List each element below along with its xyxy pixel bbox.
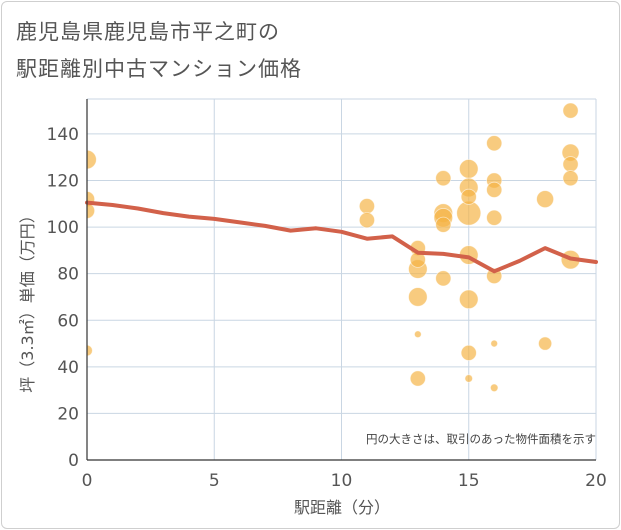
bubble-point xyxy=(486,181,503,198)
bubble-point xyxy=(486,267,503,285)
chart-title-line2: 駅距離別中古マンション価格 xyxy=(16,57,302,81)
bubble-point xyxy=(460,188,477,205)
y-tick-label: 120 xyxy=(47,172,79,192)
grid xyxy=(87,98,597,460)
y-tick-label: 0 xyxy=(68,451,79,471)
bubble-point xyxy=(409,370,426,387)
chart-title-line1: 鹿児島県鹿児島市平之町の xyxy=(16,20,280,44)
y-tick-label: 40 xyxy=(57,358,79,378)
bubble-point xyxy=(562,102,579,119)
y-tick-label: 20 xyxy=(57,404,79,424)
size-legend-note: 円の大きさは、取引のあった物件面積を示す xyxy=(366,432,596,446)
bubble-point xyxy=(358,198,375,215)
x-tick-label: 20 xyxy=(585,471,607,491)
y-tick-label: 140 xyxy=(47,125,79,145)
x-tick-label: 15 xyxy=(458,471,480,491)
bubble-point xyxy=(87,344,93,357)
x-tick-label: 0 xyxy=(82,471,93,491)
y-tick-label: 60 xyxy=(57,311,79,331)
bubble-point xyxy=(458,289,479,310)
bubble-point xyxy=(562,170,579,187)
bubble-point xyxy=(460,344,477,361)
axes: 0 5 10 15 20 0 20 40 60 80 100 120 140 xyxy=(47,99,607,491)
y-axis-title: 坪（3.3㎡）単価（万円） xyxy=(18,207,37,392)
y-tick-label: 80 xyxy=(57,265,79,285)
bubble-point xyxy=(458,159,479,179)
y-tick-label: 100 xyxy=(47,218,79,238)
bubble-point xyxy=(486,135,503,152)
bubble-point xyxy=(464,374,473,383)
bubble-series xyxy=(87,102,581,393)
x-axis-title: 駅距離（分） xyxy=(294,498,390,517)
bubble-point xyxy=(414,330,422,339)
bubble-point xyxy=(486,209,503,226)
trend-line xyxy=(85,200,598,274)
bubble-point xyxy=(489,383,499,393)
bubble-point xyxy=(435,216,452,233)
bubble-point xyxy=(435,170,452,187)
bubble-point xyxy=(490,339,499,348)
bubble-point xyxy=(358,212,375,229)
bubble-point xyxy=(435,270,452,287)
trend-series xyxy=(85,200,598,274)
bubble-point xyxy=(538,336,553,351)
bubble-point xyxy=(536,190,555,209)
x-tick-label: 10 xyxy=(331,471,353,491)
x-tick-label: 5 xyxy=(209,471,220,491)
bubble-point xyxy=(408,287,428,307)
bubble-point xyxy=(562,156,579,173)
